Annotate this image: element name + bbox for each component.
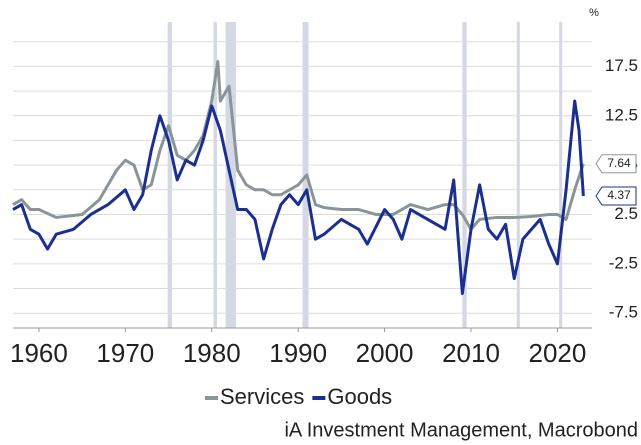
- end-label: 7.64: [607, 156, 631, 170]
- source: iA Investment Management, Macrobond: [284, 419, 638, 441]
- recession-band: [516, 22, 520, 328]
- y-tick-label: 2.5: [614, 204, 638, 223]
- line-series: [12, 59, 585, 231]
- x-tick-label: 1960: [10, 338, 68, 368]
- recession-band: [167, 22, 173, 328]
- x-tick-label: 1990: [269, 338, 327, 368]
- recession-band: [559, 22, 563, 328]
- x-tick-label: 2020: [529, 338, 587, 368]
- end-label: 4.37: [607, 188, 631, 202]
- y-tick-label: 17.5: [605, 56, 638, 75]
- x-tick-label: 2000: [356, 338, 414, 368]
- recession-band: [462, 22, 467, 328]
- line-series: [12, 99, 585, 295]
- recession-band: [213, 22, 217, 328]
- legend-label: Goods: [327, 384, 392, 409]
- x-tick-label: 1980: [183, 338, 241, 368]
- y-tick-label: 12.5: [605, 105, 638, 124]
- legend-label: Services: [220, 384, 304, 409]
- x-tick-label: 2010: [442, 338, 500, 368]
- y-tick-label: -7.5: [609, 303, 638, 322]
- end-label-box: [595, 186, 637, 206]
- y-unit: %: [589, 7, 599, 19]
- end-label-box: [595, 154, 637, 174]
- y-tick-label: -2.5: [609, 253, 638, 272]
- x-tick-label: 1970: [96, 338, 154, 368]
